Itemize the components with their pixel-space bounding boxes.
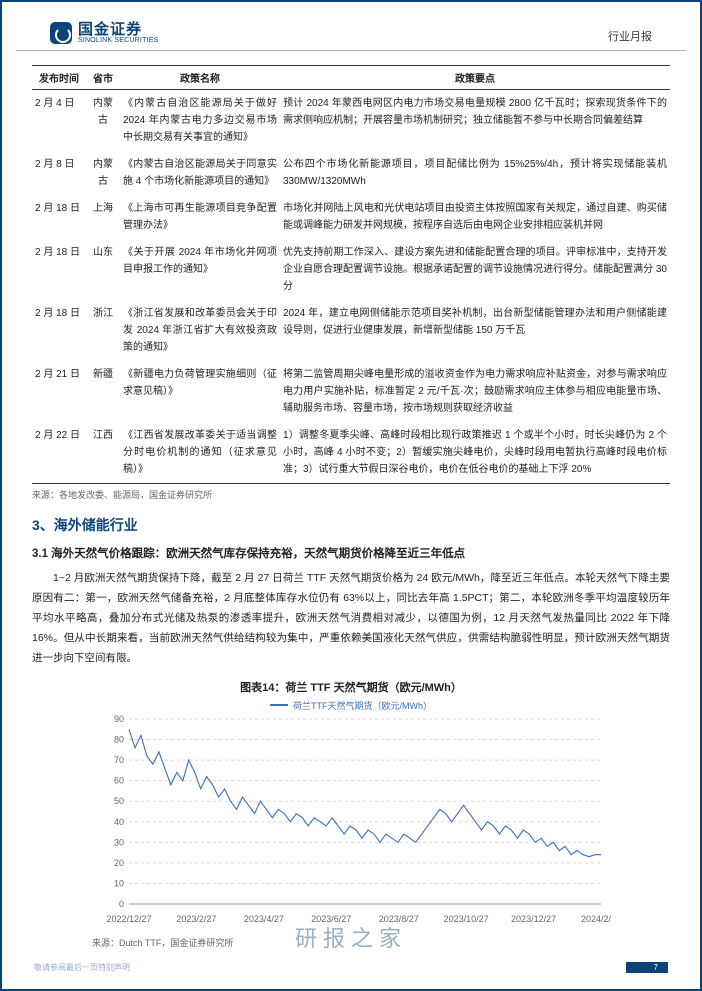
svg-text:2022/12/27: 2022/12/27 [106,914,151,924]
svg-text:0: 0 [119,899,124,909]
footer-disclaimer: 敬请参阅最后一页特别声明 [34,962,130,973]
cell-prov: 新疆 [86,361,120,422]
svg-text:70: 70 [114,755,124,765]
section-title: 3、海外储能行业 [32,515,670,535]
svg-text:90: 90 [114,714,124,724]
doc-type: 行业月报 [608,28,652,44]
cell-name: 《内蒙古自治区能源局关于做好 2024 年内蒙古电力多边交易市场中长期交易有关事… [120,90,280,152]
subsection-title: 3.1 海外天然气价格跟踪：欧洲天然气库存保持充裕，天然气期货价格降至近三年低点 [32,545,670,561]
svg-text:2023/10/27: 2023/10/27 [444,914,489,924]
table-row: 2 月 4 日内蒙古《内蒙古自治区能源局关于做好 2024 年内蒙古电力多边交易… [32,90,670,152]
chart-title: 图表14：荷兰 TTF 天然气期货（欧元/MWh） [32,679,670,695]
cell-key: 1）调整冬夏季尖峰、高峰时段相比现行政策推迟 1 个或半个小时，时长尖峰仍为 2… [280,422,670,484]
logo-icon [50,22,72,44]
th-prov: 省市 [86,66,120,90]
cell-name: 《新疆电力负荷管理实施细则（征求意见稿）》 [120,361,280,422]
cell-prov: 江西 [86,422,120,484]
policy-table: 发布时间 省市 政策名称 政策要点 2 月 4 日内蒙古《内蒙古自治区能源局关于… [32,65,670,484]
th-key: 政策要点 [280,66,670,90]
cell-date: 2 月 4 日 [32,90,86,152]
cell-name: 《内蒙古自治区能源局关于同意实施 4 个市场化新能源项目的通知》 [120,151,280,195]
table-row: 2 月 21 日新疆《新疆电力负荷管理实施细则（征求意见稿）》将第二监管周期尖峰… [32,361,670,422]
cell-date: 2 月 18 日 [32,195,86,239]
table-row: 2 月 18 日浙江《浙江省发展和改革委员会关于印发 2024 年浙江省扩大有效… [32,300,670,361]
cell-key: 2024 年，建立电网侧储能示范项目奖补机制，出台新型储能管理办法和用户侧储能建… [280,300,670,361]
svg-text:2023/2/27: 2023/2/27 [176,914,216,924]
cell-name: 《浙江省发展和改革委员会关于印发 2024 年浙江省扩大有效投资政策的通知》 [120,300,280,361]
footer: 敬请参阅最后一页特别声明 7 [0,962,702,973]
page-number: 7 [626,962,668,973]
legend-label: 荷兰TTF天然气期货（欧元/MWh） [293,699,432,712]
content: 发布时间 省市 政策名称 政策要点 2 月 4 日内蒙古《内蒙古自治区能源局关于… [0,51,702,949]
svg-text:80: 80 [114,734,124,744]
cell-key: 预计 2024 年蒙西电网区内电力市场交易电量规模 2800 亿千瓦时；探索现货… [280,90,670,152]
table-row: 2 月 18 日上海《上海市可再生能源项目竞争配置管理办法》市场化并网陆上风电和… [32,195,670,239]
svg-text:40: 40 [114,816,124,826]
logo: 国金证券 SINOLINK SECURITIES [50,22,158,44]
cell-key: 优先支持前期工作深入、建设方案先进和储能配置合理的项目。评审标准中，支持开发企业… [280,239,670,300]
logo-en: SINOLINK SECURITIES [78,37,158,44]
cell-name: 《上海市可再生能源项目竞争配置管理办法》 [120,195,280,239]
cell-date: 2 月 8 日 [32,151,86,195]
logo-cn: 国金证券 [78,22,158,37]
table-row: 2 月 22 日江西《江西省发展改革委关于适当调整分时电价机制的通知（征求意见稿… [32,422,670,484]
table-source: 来源：各地发改委、能源局，国金证券研究所 [32,488,670,501]
chart-svg: 0 10 20 30 40 50 60 70 80 90 2022/12/27 2023/2/27 20… [91,699,611,934]
cell-key: 将第二监管周期尖峰电量形成的溢收资金作为电力需求响应补贴资金，对参与需求响应电力… [280,361,670,422]
svg-text:2024/2/27: 2024/2/27 [581,914,611,924]
cell-prov: 内蒙古 [86,90,120,152]
chart: 荷兰TTF天然气期货（欧元/MWh） 0 10 20 30 40 50 60 70 80 90 20… [91,699,611,934]
cell-date: 2 月 18 日 [32,300,86,361]
cell-key: 公布四个市场化新能源项目，项目配储比例为 15%25%/4h，预计将实现储能装机… [280,151,670,195]
svg-text:30: 30 [114,837,124,847]
cell-prov: 浙江 [86,300,120,361]
cell-prov: 内蒙古 [86,151,120,195]
cell-name: 《江西省发展改革委关于适当调整分时电价机制的通知（征求意见稿）》 [120,422,280,484]
page-header: 国金证券 SINOLINK SECURITIES 行业月报 [16,0,686,51]
th-date: 发布时间 [32,66,86,90]
cell-prov: 山东 [86,239,120,300]
legend-swatch [270,704,288,706]
cell-date: 2 月 22 日 [32,422,86,484]
watermark-text: 研报之家 [295,921,407,953]
table-row: 2 月 8 日内蒙古《内蒙古自治区能源局关于同意实施 4 个市场化新能源项目的通… [32,151,670,195]
svg-text:50: 50 [114,796,124,806]
svg-text:2023/4/27: 2023/4/27 [244,914,284,924]
cell-key: 市场化并网陆上风电和光伏电站项目由投资主体按照国家有关规定，通过自建、购买储能或… [280,195,670,239]
chart-legend: 荷兰TTF天然气期货（欧元/MWh） [270,699,432,712]
section-body: 1~2 月欧洲天然气期货保持下降，截至 2 月 27 日荷兰 TTF 天然气期货… [32,569,670,669]
cell-date: 2 月 21 日 [32,361,86,422]
svg-text:10: 10 [114,878,124,888]
th-name: 政策名称 [120,66,280,90]
svg-text:60: 60 [114,775,124,785]
table-row: 2 月 18 日山东《关于开展 2024 年市场化并网项目申报工作的通知》优先支… [32,239,670,300]
watermark: 研报之家 [295,921,407,953]
svg-text:20: 20 [114,858,124,868]
cell-prov: 上海 [86,195,120,239]
cell-name: 《关于开展 2024 年市场化并网项目申报工作的通知》 [120,239,280,300]
cell-date: 2 月 18 日 [32,239,86,300]
svg-text:2023/12/27: 2023/12/27 [511,914,556,924]
